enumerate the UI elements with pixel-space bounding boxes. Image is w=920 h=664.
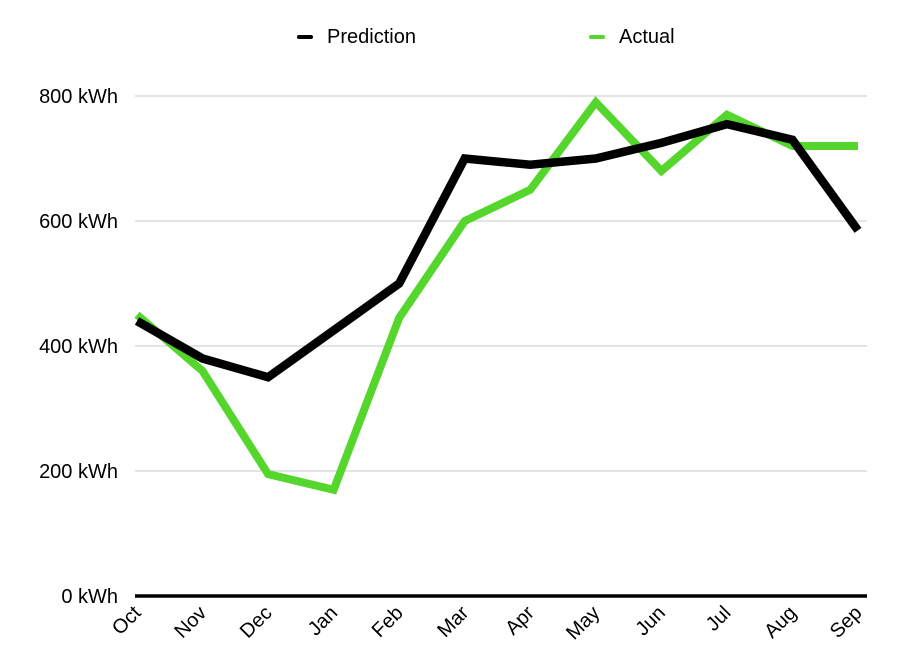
legend-label-prediction: Prediction	[327, 25, 416, 48]
legend-label-actual: Actual	[619, 25, 675, 48]
legend-swatch-actual	[589, 34, 605, 40]
y-tick-label: 800 kWh	[39, 86, 118, 108]
chart-legend: Prediction Actual	[0, 0, 920, 60]
x-tick-label: Jun	[632, 602, 670, 640]
x-tick-label: Jul	[702, 602, 736, 636]
x-tick-label: Sep	[826, 602, 867, 643]
y-tick-label: 600 kWh	[39, 211, 118, 233]
legend-item-actual: Actual	[589, 26, 675, 48]
x-tick-label: Dec	[236, 602, 277, 643]
y-tick-label: 400 kWh	[39, 336, 118, 358]
legend-swatch-prediction	[297, 34, 313, 40]
series-line-prediction	[134, 119, 862, 382]
x-tick-label: Feb	[368, 602, 408, 642]
series-line-actual	[134, 96, 858, 495]
x-tick-label: Aug	[760, 602, 801, 643]
legend-item-prediction: Prediction	[297, 26, 416, 48]
x-tick-label: Apr	[501, 602, 539, 640]
y-tick-label: 200 kWh	[39, 461, 118, 483]
y-tick-label: 0 kWh	[61, 586, 118, 608]
x-tick-label: Mar	[433, 602, 473, 642]
x-tick-label: May	[562, 602, 604, 644]
x-tick-label: Nov	[170, 602, 211, 643]
x-tick-label: Jan	[304, 602, 342, 640]
